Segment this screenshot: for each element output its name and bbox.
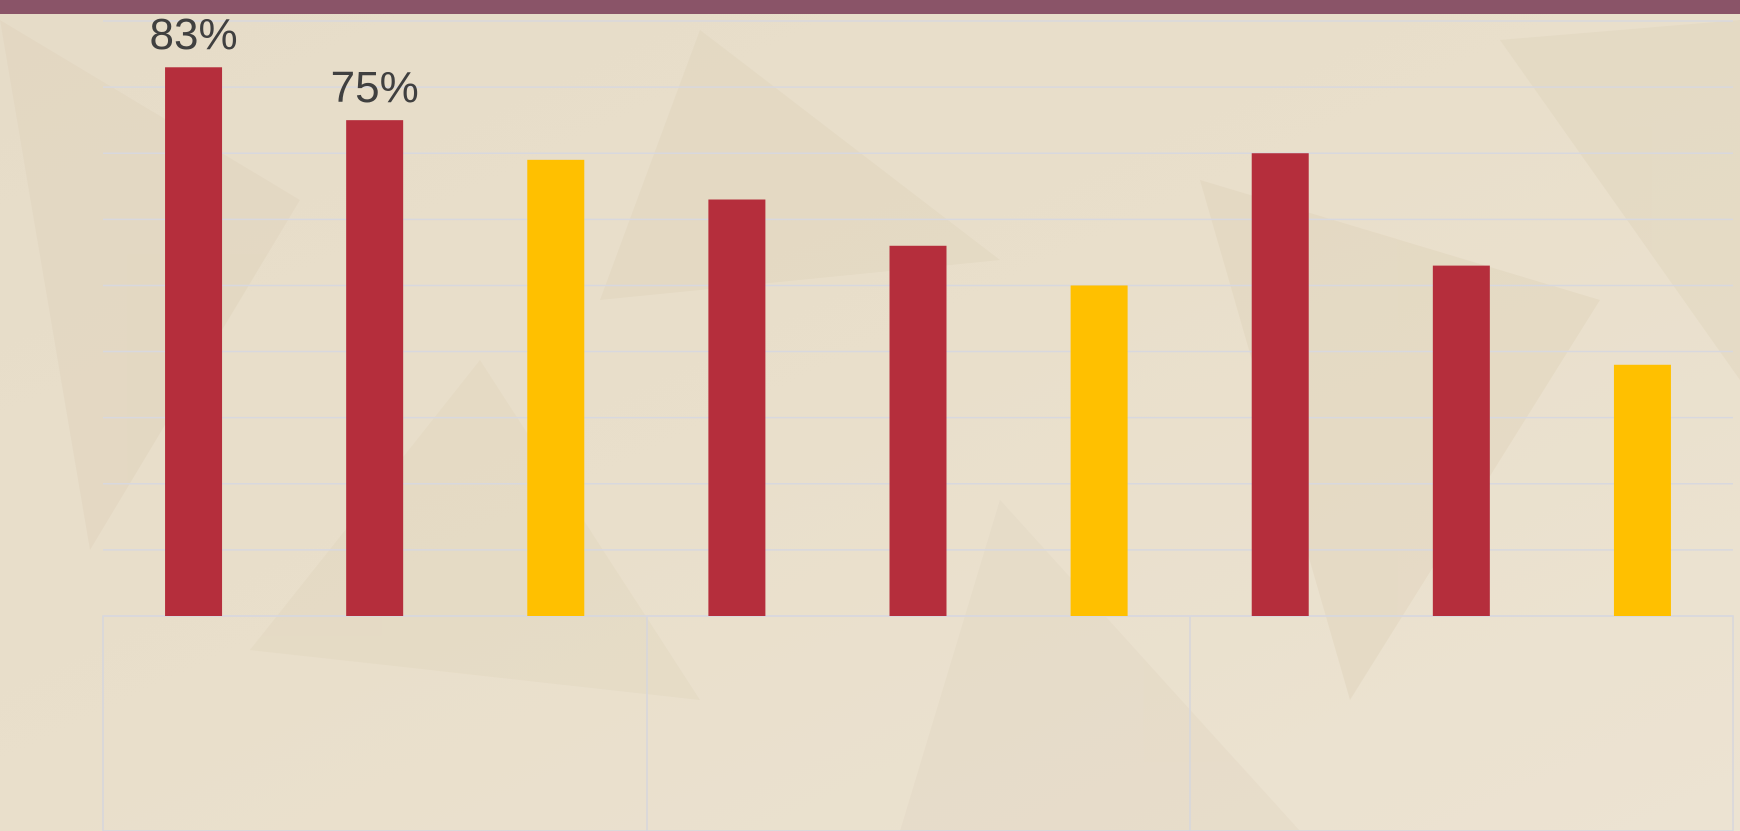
bar <box>346 120 404 617</box>
data-label: 83% <box>150 10 238 59</box>
bar <box>708 199 766 616</box>
bar <box>1432 265 1490 616</box>
bar <box>527 159 585 617</box>
bar <box>1613 364 1671 616</box>
data-label: 75% <box>331 63 419 112</box>
bar <box>889 245 947 616</box>
top-bar <box>0 0 1740 14</box>
bar <box>1070 285 1128 616</box>
bar <box>1251 153 1309 616</box>
bar <box>165 67 223 617</box>
